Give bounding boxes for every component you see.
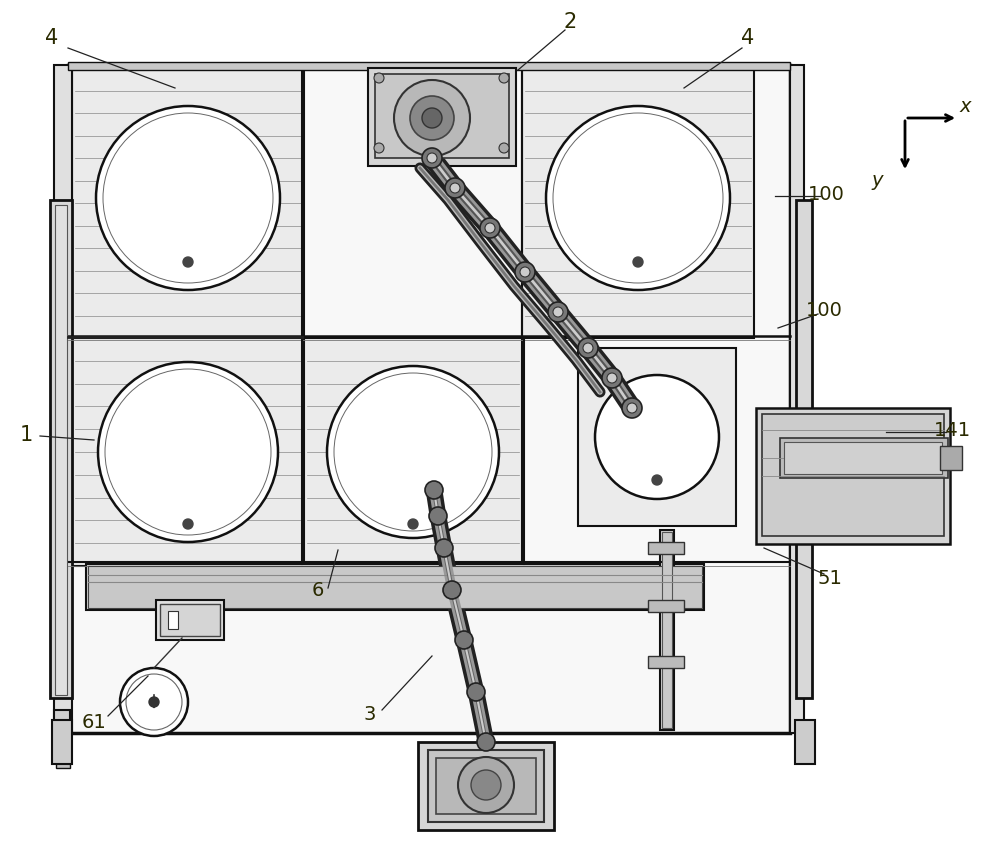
Bar <box>160 604 220 636</box>
Circle shape <box>183 519 193 529</box>
Circle shape <box>652 475 662 485</box>
Circle shape <box>471 770 501 800</box>
Bar <box>418 742 554 830</box>
Circle shape <box>627 403 637 413</box>
Bar <box>428 750 544 822</box>
Bar <box>368 68 516 166</box>
Circle shape <box>595 375 719 499</box>
Bar <box>790 65 804 733</box>
Circle shape <box>422 108 442 128</box>
Bar <box>780 438 948 478</box>
Bar <box>648 542 684 554</box>
Circle shape <box>120 668 188 736</box>
Circle shape <box>450 183 460 193</box>
Bar <box>54 65 72 733</box>
Circle shape <box>458 757 514 813</box>
Text: 141: 141 <box>933 421 971 440</box>
Bar <box>68 65 790 733</box>
Text: 4: 4 <box>45 28 59 48</box>
Bar <box>762 414 944 536</box>
Text: 1: 1 <box>19 425 33 445</box>
Circle shape <box>602 368 622 388</box>
Circle shape <box>477 733 495 751</box>
Circle shape <box>548 302 568 322</box>
Bar <box>578 348 736 526</box>
Circle shape <box>445 178 465 198</box>
Bar <box>522 68 754 338</box>
Circle shape <box>633 257 643 267</box>
Text: 51: 51 <box>818 569 842 588</box>
Text: 2: 2 <box>563 12 577 32</box>
Circle shape <box>126 674 182 730</box>
Circle shape <box>425 481 443 499</box>
Bar <box>56 740 70 768</box>
Circle shape <box>429 507 447 525</box>
Circle shape <box>546 106 730 290</box>
Circle shape <box>515 262 535 282</box>
Circle shape <box>183 257 193 267</box>
Bar <box>784 442 942 474</box>
Circle shape <box>427 153 437 163</box>
Bar <box>940 446 962 470</box>
Bar <box>86 564 704 610</box>
Bar <box>54 710 70 740</box>
Circle shape <box>499 73 509 83</box>
Circle shape <box>96 106 280 290</box>
Bar <box>648 656 684 668</box>
Text: 3: 3 <box>364 706 376 725</box>
Text: x: x <box>959 98 971 117</box>
Circle shape <box>443 581 461 599</box>
Circle shape <box>520 267 530 277</box>
Bar <box>52 720 72 764</box>
Circle shape <box>408 519 418 529</box>
Circle shape <box>455 631 473 649</box>
Bar <box>795 720 815 764</box>
Circle shape <box>467 683 485 701</box>
Circle shape <box>480 218 500 238</box>
Bar <box>156 600 224 640</box>
Bar <box>796 200 812 698</box>
Bar <box>68 62 790 70</box>
Text: y: y <box>871 170 883 189</box>
Text: 6: 6 <box>312 581 324 600</box>
Bar <box>72 68 304 338</box>
Circle shape <box>435 539 453 557</box>
Circle shape <box>578 338 598 358</box>
Text: 4: 4 <box>741 28 755 48</box>
Bar <box>648 600 684 612</box>
Circle shape <box>499 143 509 153</box>
Circle shape <box>422 148 442 168</box>
Bar <box>660 530 674 730</box>
Circle shape <box>553 307 563 317</box>
Circle shape <box>622 398 642 418</box>
Circle shape <box>583 343 593 353</box>
Circle shape <box>98 362 278 542</box>
Circle shape <box>607 373 617 383</box>
Circle shape <box>410 96 454 140</box>
Circle shape <box>394 80 470 156</box>
Bar <box>304 338 522 566</box>
Bar <box>88 566 702 608</box>
Text: 100: 100 <box>806 301 842 320</box>
Circle shape <box>485 223 495 233</box>
Bar <box>662 532 672 728</box>
Bar <box>436 758 536 814</box>
Bar <box>375 74 509 158</box>
Circle shape <box>374 73 384 83</box>
Bar <box>168 611 178 629</box>
Text: 61: 61 <box>82 713 106 732</box>
Bar <box>55 205 67 695</box>
Bar <box>756 408 950 544</box>
Bar <box>50 200 72 698</box>
Circle shape <box>149 697 159 707</box>
Circle shape <box>374 143 384 153</box>
Circle shape <box>327 366 499 538</box>
Bar <box>72 338 304 566</box>
Text: 100: 100 <box>808 186 844 205</box>
